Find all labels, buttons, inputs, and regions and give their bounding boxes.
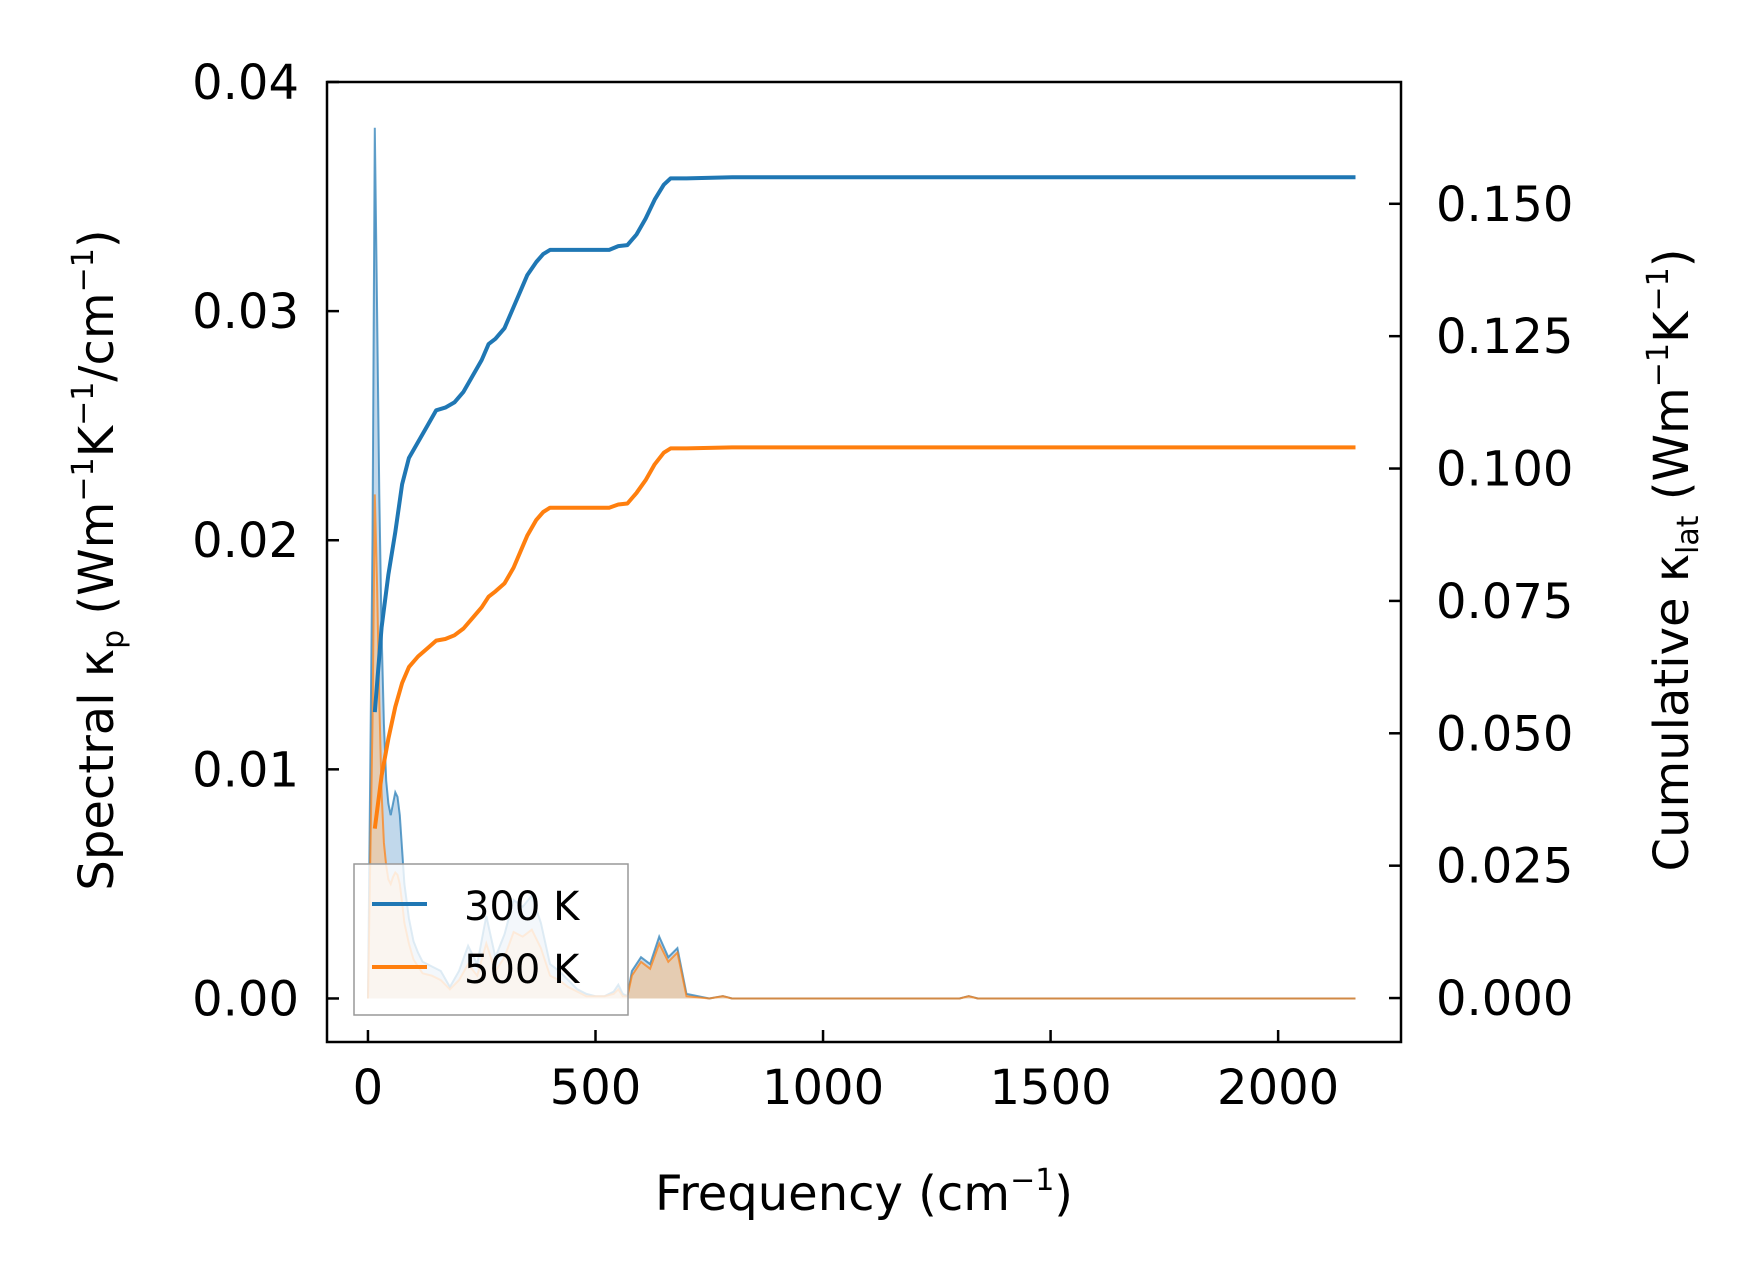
legend-label-300k: 300 K xyxy=(464,884,581,930)
legend-label-500k: 500 K xyxy=(464,947,581,993)
y-right-tick-label: 0.000 xyxy=(1436,971,1573,1027)
x-tick-label: 0 xyxy=(353,1060,384,1116)
cumulative-lines xyxy=(372,175,1356,829)
y-left-tick-label: 0.03 xyxy=(192,284,299,340)
y-left-tick-label: 0.00 xyxy=(192,971,299,1027)
x-axis-ticks: 0 500 1000 1500 2000 xyxy=(353,1030,1339,1116)
y-right-tick-label: 0.100 xyxy=(1436,442,1573,498)
plot-frame xyxy=(325,80,1403,1044)
y-right-axis-ticks: 0.000 0.025 0.050 0.075 0.100 0.125 0.150 xyxy=(1389,177,1573,1027)
x-tick-label: 1500 xyxy=(990,1060,1112,1116)
y-left-axis-label: Spectral κp (Wm−1K−1/cm−1) xyxy=(66,229,131,890)
x-tick-label: 500 xyxy=(550,1060,642,1116)
y-right-tick-label: 0.075 xyxy=(1436,574,1573,630)
y-left-tick-label: 0.01 xyxy=(192,742,299,798)
x-tick-label: 1000 xyxy=(762,1060,884,1116)
cumulative-line-500k xyxy=(372,445,1356,829)
cumulative-line-300k xyxy=(372,175,1356,713)
y-left-tick-label: 0.04 xyxy=(192,55,299,111)
y-right-tick-label: 0.050 xyxy=(1436,706,1573,762)
x-tick-label: 2000 xyxy=(1217,1060,1339,1116)
y-right-axis-label: Cumulative κlat (Wm−1K−1) xyxy=(1641,249,1706,872)
y-right-tick-label: 0.150 xyxy=(1436,177,1573,233)
legend: 300 K 500 K xyxy=(353,863,629,1016)
y-left-axis-ticks: 0.00 0.01 0.02 0.03 0.04 xyxy=(192,55,339,1027)
y-right-tick-label: 0.125 xyxy=(1436,309,1573,365)
x-axis-label: Frequency (cm−1) xyxy=(655,1163,1073,1222)
y-right-tick-label: 0.025 xyxy=(1436,839,1573,895)
legend-box xyxy=(353,863,629,1016)
y-left-tick-label: 0.02 xyxy=(192,513,299,569)
